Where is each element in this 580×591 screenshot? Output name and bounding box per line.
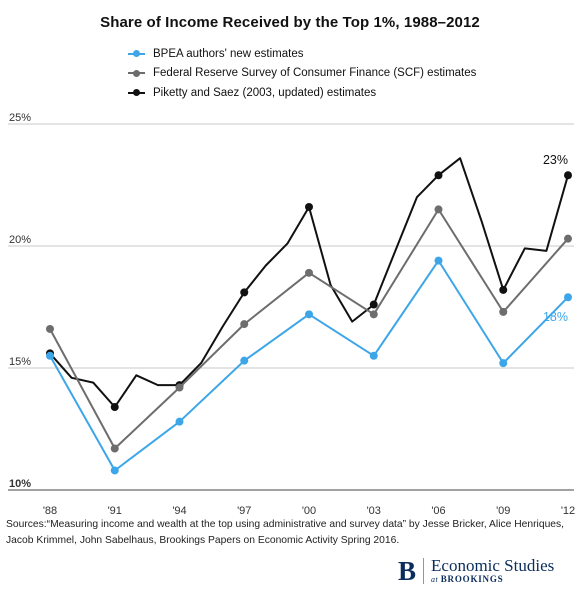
series-1-point-1997	[240, 320, 249, 329]
series-0-point-2000	[305, 310, 313, 319]
series-1-point-1988	[46, 324, 54, 333]
x-tick-label-2012: '12	[561, 505, 575, 517]
x-tick-label-2003: '03	[367, 505, 381, 517]
y-tick-label-15: 15%	[9, 356, 31, 368]
y-tick-label-10: 10%	[9, 478, 31, 490]
series-line-1	[49, 208, 569, 450]
legend-item-scf: Federal Reserve Survey of Consumer Finan…	[128, 64, 476, 84]
series-1-point-2006	[434, 205, 443, 214]
series-0-point-1988	[46, 351, 54, 360]
series-1-point-1994	[175, 383, 184, 392]
series-2-point-2006	[434, 171, 443, 180]
series-0-point-1994	[175, 417, 184, 426]
legend-swatch-bpea	[128, 50, 145, 58]
series-2-point-2009	[499, 285, 508, 294]
series-2-end-label: 23%	[543, 153, 568, 167]
brookings-branding: B Economic Studies at BROOKINGS	[398, 557, 554, 585]
chart-legend: BPEA authors' new estimates Federal Rese…	[128, 44, 476, 103]
series-line-2	[49, 157, 569, 408]
x-tick-label-1994: '94	[172, 505, 186, 517]
x-tick-label-1991: '91	[108, 505, 122, 517]
series-2-point-2000	[305, 202, 313, 211]
legend-swatch-scf	[128, 69, 145, 77]
series-1-point-2003	[369, 310, 378, 319]
series-0-end-label: 18%	[543, 310, 568, 324]
legend-swatch-piketty-saez	[128, 89, 145, 97]
brand-subtitle: at BROOKINGS	[431, 574, 554, 585]
x-tick-label-2006: '06	[431, 505, 445, 517]
brookings-logo: B	[398, 558, 425, 585]
chart-title: Share of Income Received by the Top 1%, …	[100, 14, 480, 31]
series-0-point-2003	[369, 351, 378, 360]
series-1-point-2012	[564, 234, 572, 243]
series-1-point-2000	[305, 268, 313, 277]
series-2-point-2012	[564, 171, 572, 180]
x-tick-label-2000: '00	[302, 505, 316, 517]
legend-label-scf: Federal Reserve Survey of Consumer Finan…	[153, 67, 477, 80]
source-note: Sources:“Measuring income and wealth at …	[6, 519, 565, 546]
brand-sub-name: BROOKINGS	[440, 574, 504, 584]
series-2-point-2003	[369, 300, 378, 309]
y-tick-label-25: 25%	[9, 112, 31, 124]
series-0-point-1991	[110, 466, 119, 475]
series-1-point-1991	[110, 444, 119, 453]
legend-item-bpea: BPEA authors' new estimates	[128, 44, 476, 64]
brand-sub-prefix: at	[431, 575, 439, 584]
brand-name: Economic Studies	[431, 556, 555, 575]
legend-label-bpea: BPEA authors' new estimates	[153, 47, 304, 60]
x-tick-label-1988: '88	[43, 505, 57, 517]
y-tick-label-20: 20%	[9, 234, 31, 246]
series-0-point-2009	[499, 359, 508, 368]
series-2-point-1997	[240, 288, 249, 297]
series-0-point-2012	[564, 293, 572, 302]
series-0-point-2006	[434, 256, 443, 265]
series-2-point-1991	[110, 403, 119, 412]
series-0-point-1997	[240, 356, 249, 365]
x-tick-label-1997: '97	[237, 505, 251, 517]
series-1-point-2009	[499, 307, 508, 316]
legend-label-piketty-saez: Piketty and Saez (2003, updated) estimat…	[153, 86, 377, 99]
legend-item-piketty-saez: Piketty and Saez (2003, updated) estimat…	[128, 83, 476, 103]
x-tick-label-2009: '09	[496, 505, 510, 517]
